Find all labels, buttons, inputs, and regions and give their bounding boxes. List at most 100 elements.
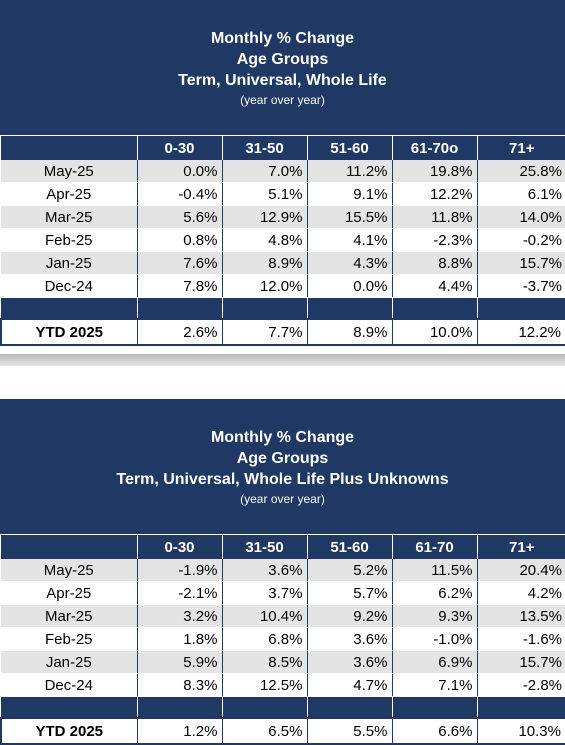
table-row: Jan-25 5.9% 8.5% 3.6% 6.9% 15.7%: [1, 650, 565, 674]
ytd-cell: 7.7%: [221, 318, 307, 346]
table-cell: 11.2%: [306, 160, 392, 183]
column-header: 31-50: [221, 534, 307, 559]
table-cell: -0.4%: [136, 182, 222, 206]
table-row: Feb-25 1.8% 6.8% 3.6% -1.0% -1.6%: [1, 627, 565, 651]
spacer-row: [1, 297, 565, 320]
table-1-header-row: 0-30 31-50 51-60 61-70o 71+: [1, 135, 565, 160]
ytd-row: YTD 2025 2.6% 7.7% 8.9% 10.0% 12.2%: [0, 318, 565, 346]
table-row: Apr-25 -2.1% 3.7% 5.7% 6.2% 4.2%: [1, 581, 565, 605]
row-label: Feb-25: [1, 627, 137, 651]
table-cell: 12.9%: [221, 205, 307, 229]
row-label: Mar-25: [1, 205, 137, 229]
table-cell: 10.4%: [221, 604, 307, 628]
table-2-body: May-25 -1.9% 3.6% 5.2% 11.5% 20.4% Apr-25 -2.1%…: [0, 559, 565, 745]
spacer-cell: [221, 696, 307, 719]
table-1-corner: [1, 135, 137, 160]
table-1-title-line-2: Age Groups: [236, 51, 329, 68]
table-2-banner: Monthly % Change Age Groups Term, Univer…: [0, 399, 565, 534]
table-cell: 20.4%: [476, 559, 565, 582]
spacer-cell: [476, 297, 565, 320]
table-cell: 4.2%: [476, 581, 565, 605]
ytd-cell: 10.3%: [476, 717, 565, 745]
table-cell: 5.7%: [306, 581, 392, 605]
table-cell: -3.7%: [476, 274, 565, 298]
column-header: 71+: [476, 534, 565, 559]
table-cell: 11.5%: [391, 559, 477, 582]
spacer-cell: [476, 696, 565, 719]
ytd-cell: 10.0%: [391, 318, 477, 346]
row-label: May-25: [1, 160, 137, 183]
data-table-1: 0-30 31-50 51-60 61-70o 71+ May-25 0.0% 7.…: [0, 135, 565, 346]
table-row: May-25 0.0% 7.0% 11.2% 19.8% 25.8%: [1, 160, 565, 183]
row-label: Jan-25: [1, 650, 137, 674]
table-cell: 7.6%: [136, 251, 222, 275]
spacer-cell: [136, 297, 222, 320]
ytd-cell: 6.6%: [391, 717, 477, 745]
table-1-body: May-25 0.0% 7.0% 11.2% 19.8% 25.8% Apr-25 -0.4%…: [0, 160, 565, 346]
column-header: 0-30: [136, 534, 222, 559]
table-cell: 6.9%: [391, 650, 477, 674]
ytd-cell: 2.6%: [136, 318, 222, 346]
table-cell: 1.8%: [136, 627, 222, 651]
table-cell: 12.0%: [221, 274, 307, 298]
table-panel-1: Monthly % Change Age Groups Term, Univer…: [0, 0, 565, 366]
table-row: Jan-25 7.6% 8.9% 4.3% 8.8% 15.7%: [1, 251, 565, 275]
ytd-label: YTD 2025: [0, 318, 137, 346]
table-cell: 5.2%: [306, 559, 392, 582]
table-cell: 8.9%: [221, 251, 307, 275]
spacer-cell: [306, 696, 392, 719]
ytd-cell: 1.2%: [136, 717, 222, 745]
table-cell: 0.0%: [136, 160, 222, 183]
table-cell: 5.9%: [136, 650, 222, 674]
table-cell: 15.7%: [476, 251, 565, 275]
table-cell: 9.1%: [306, 182, 392, 206]
table-cell: 12.2%: [391, 182, 477, 206]
ytd-row: YTD 2025 1.2% 6.5% 5.5% 6.6% 10.3%: [0, 717, 565, 745]
table-cell: 3.6%: [306, 650, 392, 674]
table-cell: -1.0%: [391, 627, 477, 651]
table-cell: 3.7%: [221, 581, 307, 605]
table-cell: 12.5%: [221, 673, 307, 697]
column-header: 71+: [476, 135, 565, 160]
data-table-2: 0-30 31-50 51-60 61-70 71+ May-25 -1.9% 3.…: [0, 534, 565, 745]
ytd-cell: 6.5%: [221, 717, 307, 745]
table-cell: 25.8%: [476, 160, 565, 183]
row-label: Mar-25: [1, 604, 137, 628]
table-cell: 5.1%: [221, 182, 307, 206]
column-header: 61-70: [391, 534, 477, 559]
row-label: Jan-25: [1, 251, 137, 275]
row-label: Apr-25: [1, 182, 137, 206]
table-2-corner: [1, 534, 137, 559]
spacer-cell: [306, 297, 392, 320]
ytd-cell: 5.5%: [306, 717, 392, 745]
table-cell: -2.8%: [476, 673, 565, 697]
table-cell: -1.9%: [136, 559, 222, 582]
spacer-cell: [136, 696, 222, 719]
table-cell: 7.1%: [391, 673, 477, 697]
table-cell: 11.8%: [391, 205, 477, 229]
table-cell: 7.8%: [136, 274, 222, 298]
table-2-title-line-1: Monthly % Change: [210, 429, 355, 446]
table-cell: 15.5%: [306, 205, 392, 229]
table-cell: 6.1%: [476, 182, 565, 206]
row-label: Feb-25: [1, 228, 137, 252]
table-2-title-line-3: Term, Universal, Whole Life Plus Unknown…: [116, 471, 449, 488]
table-1-title-line-1: Monthly % Change: [210, 30, 355, 47]
table-cell: 4.3%: [306, 251, 392, 275]
table-cell: 5.6%: [136, 205, 222, 229]
spacer-cell: [1, 696, 137, 719]
spacer-row: [1, 696, 565, 719]
table-cell: 4.1%: [306, 228, 392, 252]
table-1-title-line-3: Term, Universal, Whole Life: [178, 72, 387, 89]
table-cell: 4.8%: [221, 228, 307, 252]
table-cell: 19.8%: [391, 160, 477, 183]
table-2-title-line-2: Age Groups: [236, 450, 329, 467]
row-label: Dec-24: [1, 673, 137, 697]
table-cell: 3.2%: [136, 604, 222, 628]
table-cell: 6.2%: [391, 581, 477, 605]
table-cell: 8.5%: [221, 650, 307, 674]
spacer-cell: [1, 297, 137, 320]
ytd-cell: 12.2%: [476, 318, 565, 346]
column-header: 51-60: [306, 135, 392, 160]
table-cell: 8.3%: [136, 673, 222, 697]
